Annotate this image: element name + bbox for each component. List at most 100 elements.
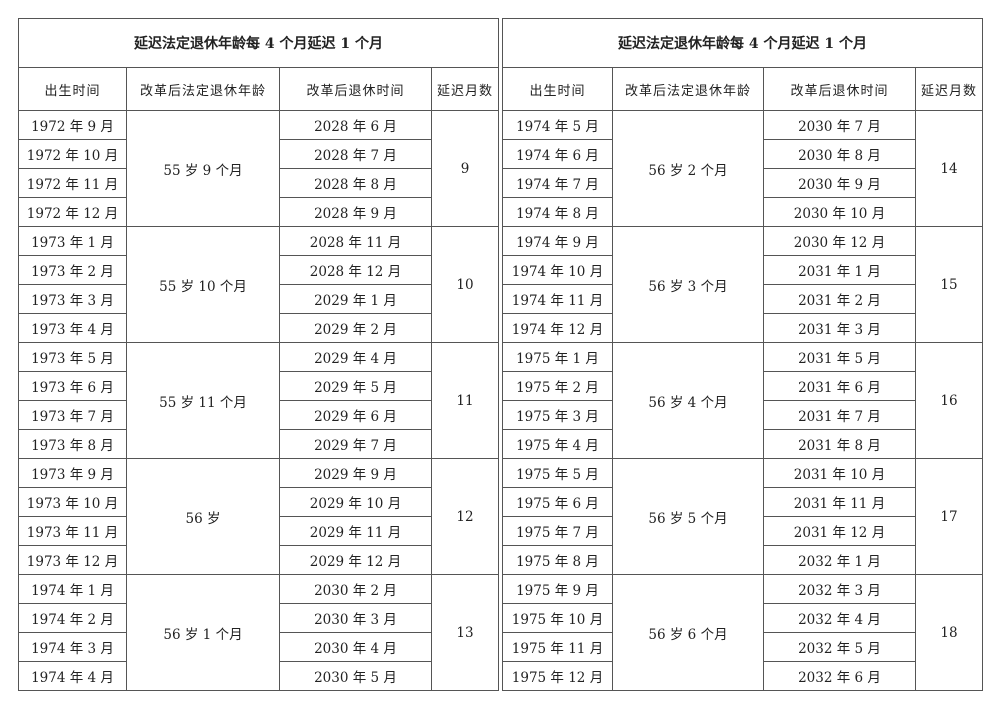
retirement-date: 2031 年 3 月 (763, 313, 916, 343)
delay-months: 16 (914, 342, 984, 459)
birth-date: 1975 年 11 月 (502, 632, 613, 662)
data-row: 1973 年 12 月 2029 年 12 月 (18, 545, 499, 575)
birth-date: 1973 年 12 月 (18, 545, 127, 575)
birth-date: 1974 年 9 月 (502, 226, 613, 256)
data-row: 1973 年 5 月 55 岁 11 个月 2029 年 4 月 11 (18, 342, 500, 459)
data-row: 1972 年 11 月 2028 年 8 月 (18, 168, 499, 198)
retirement-age: 55 岁 9 个月 (126, 110, 280, 227)
retirement-date: 2031 年 8 月 (763, 429, 916, 459)
retirement-date: 2029 年 4 月 (279, 342, 432, 372)
data-row: 1973 年 1 月 55 岁 10 个月 2028 年 11 月 10 (18, 226, 500, 343)
birth-date: 1974 年 6 月 (502, 139, 613, 169)
delay-months: 11 (430, 342, 500, 459)
birth-date: 1974 年 8 月 (502, 197, 613, 227)
delay-months: 9 (430, 110, 500, 227)
birth-date: 1974 年 5 月 (502, 110, 613, 140)
column-header: 出生时间 (502, 67, 613, 111)
title-row: 延迟法定退休年龄每 4 个月延迟 1 个月 (17, 18, 500, 68)
retirement-date: 2031 年 2 月 (763, 284, 916, 314)
retirement-age: 56 岁 4 个月 (612, 342, 764, 459)
birth-date: 1972 年 10 月 (18, 139, 127, 169)
retirement-age: 56 岁 1 个月 (126, 574, 280, 691)
retirement-age: 55 岁 11 个月 (126, 342, 280, 459)
retirement-age: 56 岁 5 个月 (612, 458, 764, 575)
data-row: 1975 年 10 月 2032 年 4 月 (502, 603, 983, 633)
birth-date: 1974 年 12 月 (502, 313, 613, 343)
birth-date: 1973 年 7 月 (18, 400, 127, 430)
retirement-date: 2031 年 1 月 (763, 255, 916, 285)
column-header: 改革后退休时间 (763, 67, 916, 111)
table-title: 延迟法定退休年龄每 4 个月延迟 1 个月 (501, 18, 984, 68)
birth-date: 1972 年 12 月 (18, 197, 127, 227)
retirement-date: 2028 年 12 月 (279, 255, 432, 285)
delay-months: 14 (914, 110, 984, 227)
retirement-date: 2031 年 7 月 (763, 400, 916, 430)
retirement-age: 56 岁 6 个月 (612, 574, 764, 691)
birth-date: 1973 年 3 月 (18, 284, 127, 314)
column-header: 延迟月数 (430, 67, 500, 111)
retirement-date: 2031 年 12 月 (763, 516, 916, 546)
birth-date: 1975 年 12 月 (502, 661, 613, 691)
birth-date: 1974 年 10 月 (502, 255, 613, 285)
retirement-date: 2029 年 6 月 (279, 400, 432, 430)
delay-months: 15 (914, 226, 984, 343)
delay-months: 10 (430, 226, 500, 343)
column-header: 改革后法定退休年龄 (126, 67, 280, 111)
retirement-date: 2031 年 6 月 (763, 371, 916, 401)
data-row: 1975 年 1 月 56 岁 4 个月 2031 年 5 月 16 (502, 342, 984, 459)
data-row: 1975 年 2 月 2031 年 6 月 (502, 371, 983, 401)
retirement-age: 55 岁 10 个月 (126, 226, 280, 343)
retirement-date: 2030 年 9 月 (763, 168, 916, 198)
birth-date: 1975 年 5 月 (502, 458, 613, 488)
retirement-date: 2031 年 5 月 (763, 342, 916, 372)
birth-date: 1973 年 6 月 (18, 371, 127, 401)
data-row: 1973 年 4 月 2029 年 2 月 (18, 313, 499, 343)
birth-date: 1975 年 2 月 (502, 371, 613, 401)
retirement-age: 56 岁 2 个月 (612, 110, 764, 227)
header-row: 出生时间 改革后法定退休年龄 改革后退休时间 延迟月数 (18, 67, 500, 111)
retirement-date: 2032 年 5 月 (763, 632, 916, 662)
retirement-date: 2029 年 11 月 (279, 516, 432, 546)
data-row: 1974 年 6 月 2030 年 8 月 (502, 139, 983, 169)
retirement-date: 2029 年 2 月 (279, 313, 432, 343)
retirement-date: 2029 年 7 月 (279, 429, 432, 459)
data-row: 1974 年 11 月 2031 年 2 月 (502, 284, 983, 314)
data-row: 1974 年 3 月 2030 年 4 月 (18, 632, 499, 662)
retirement-date: 2030 年 5 月 (279, 661, 432, 691)
retirement-date: 2031 年 11 月 (763, 487, 916, 517)
birth-date: 1973 年 5 月 (18, 342, 127, 372)
column-header: 出生时间 (18, 67, 127, 111)
birth-date: 1972 年 11 月 (18, 168, 127, 198)
table-title: 延迟法定退休年龄每 4 个月延迟 1 个月 (17, 18, 500, 68)
retirement-date: 2028 年 11 月 (279, 226, 432, 256)
column-header: 延迟月数 (914, 67, 984, 111)
birth-date: 1973 年 10 月 (18, 487, 127, 517)
birth-date: 1974 年 1 月 (18, 574, 127, 604)
data-row: 1973 年 10 月 2029 年 10 月 (18, 487, 499, 517)
birth-date: 1974 年 7 月 (502, 168, 613, 198)
column-header: 改革后退休时间 (279, 67, 432, 111)
table: 延迟法定退休年龄每 4 个月延迟 1 个月 出生时间 改革后法定退休年龄 改革后退休时… (17, 18, 500, 691)
retirement-date: 2031 年 10 月 (763, 458, 916, 488)
data-row: 1972 年 12 月 2028 年 9 月 (18, 197, 499, 227)
data-row: 1974 年 5 月 56 岁 2 个月 2030 年 7 月 14 (502, 110, 984, 227)
retirement-date: 2028 年 6 月 (279, 110, 432, 140)
retirement-date: 2028 年 8 月 (279, 168, 432, 198)
retirement-date: 2028 年 7 月 (279, 139, 432, 169)
delay-months: 17 (914, 458, 984, 575)
birth-date: 1974 年 3 月 (18, 632, 127, 662)
retirement-date: 2032 年 1 月 (763, 545, 916, 575)
header-row: 出生时间 改革后法定退休年龄 改革后退休时间 延迟月数 (502, 67, 984, 111)
birth-date: 1975 年 8 月 (502, 545, 613, 575)
data-row: 1975 年 12 月 2032 年 6 月 (502, 661, 983, 691)
retirement-date: 2030 年 12 月 (763, 226, 916, 256)
data-row: 1975 年 4 月 2031 年 8 月 (502, 429, 983, 459)
retirement-date: 2032 年 4 月 (763, 603, 916, 633)
birth-date: 1973 年 9 月 (18, 458, 127, 488)
column-header: 改革后法定退休年龄 (612, 67, 764, 111)
retirement-date: 2030 年 10 月 (763, 197, 916, 227)
retirement-age: 56 岁 3 个月 (612, 226, 764, 343)
data-row: 1975 年 9 月 56 岁 6 个月 2032 年 3 月 18 (502, 574, 984, 691)
delay-months: 12 (430, 458, 500, 575)
